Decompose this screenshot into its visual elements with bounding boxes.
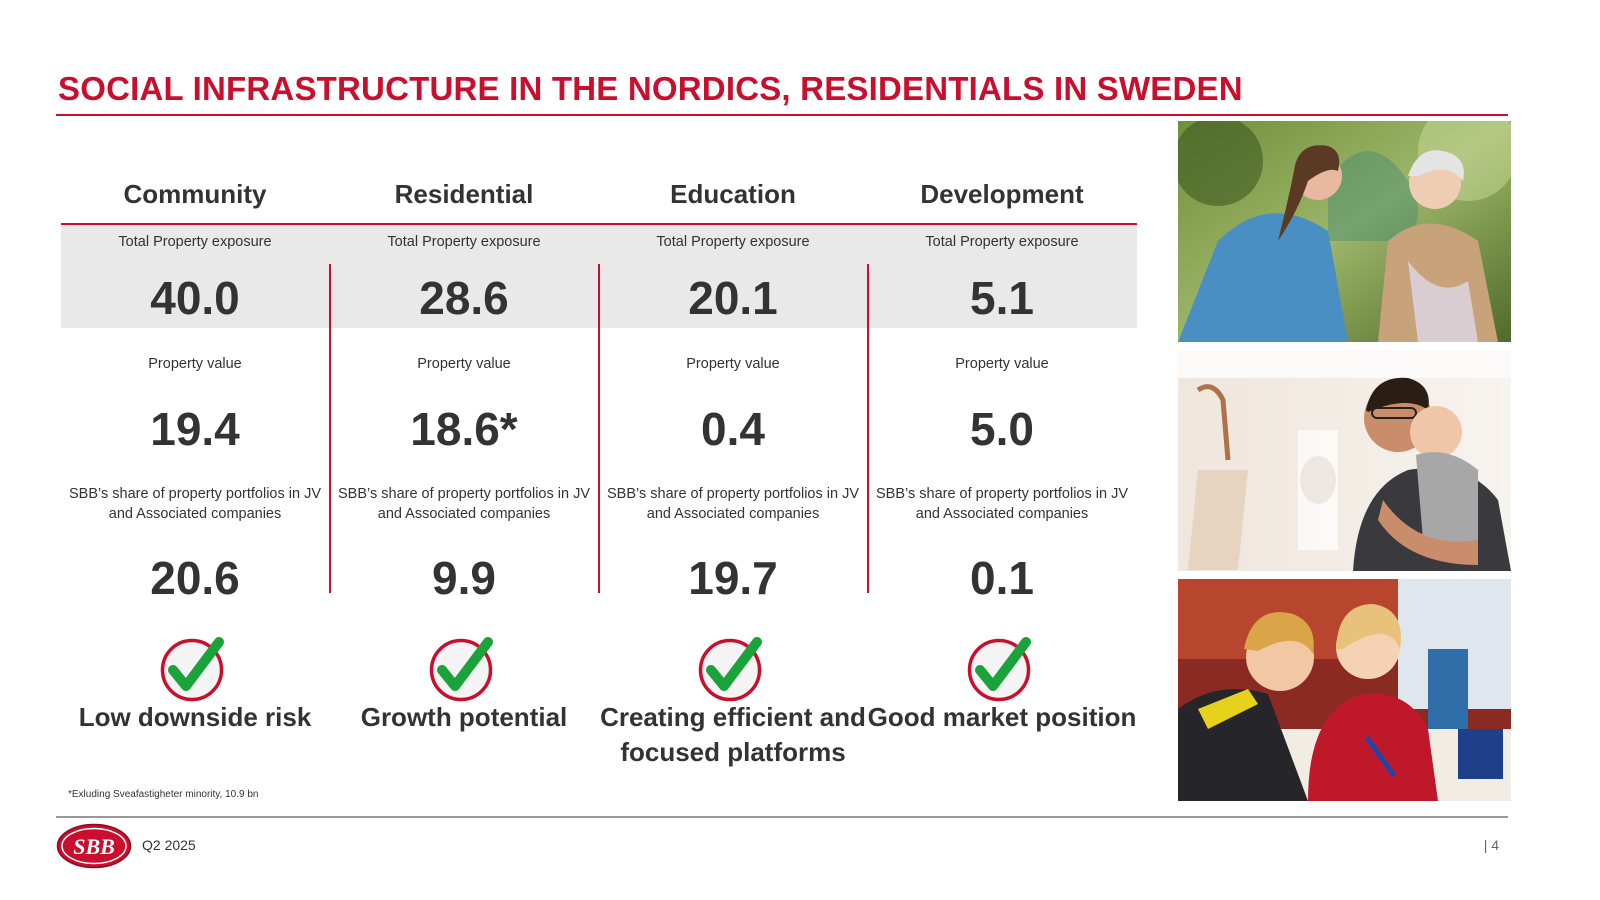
jv-share-label: SBB’s share of property portfolios in JV… <box>338 486 590 522</box>
property-value: 5.0 <box>970 403 1034 455</box>
jv-share-label: SBB’s share of property portfolios in JV… <box>69 486 321 522</box>
column-heading: Development <box>920 179 1084 209</box>
segment-column-education: Education Total Property exposure 20.1 P… <box>599 0 867 900</box>
segment-verdict: Growth potential <box>360 702 568 732</box>
checkmark-circle-icon <box>967 637 1031 702</box>
property-value: 18.6* <box>410 403 518 455</box>
property-value: 19.4 <box>150 403 240 455</box>
segment-verdict: Good market position <box>867 702 1137 732</box>
column-heading: Education <box>670 179 796 209</box>
page-number: | 4 <box>1483 837 1499 853</box>
column-heading: Community <box>123 179 267 209</box>
jv-share-label: SBB’s share of property portfolios in JV… <box>876 486 1128 522</box>
page-title: SOCIAL INFRASTRUCTURE IN THE NORDICS, RE… <box>58 70 1243 107</box>
property-value-label: Property value <box>148 356 242 372</box>
segment-column-development: Development Total Property exposure 5.1 … <box>868 0 1137 900</box>
exposure-value: 5.1 <box>970 272 1034 324</box>
column-divider <box>598 264 600 593</box>
jv-share-value: 0.1 <box>970 552 1034 604</box>
segment-verdict: Creating efficient and focused platforms <box>600 702 866 767</box>
jv-share-label: SBB’s share of property portfolios in JV… <box>607 486 859 522</box>
photo-caregiver <box>1178 121 1511 342</box>
segment-column-residential: Residential Total Property exposure 28.6… <box>330 0 598 900</box>
photo-classroom <box>1178 579 1511 801</box>
column-divider <box>867 264 869 593</box>
segment-verdict: Low downside risk <box>78 702 312 732</box>
footnote: *Exluding Sveafastigheter minority, 10.9… <box>68 789 259 800</box>
header-divider <box>61 223 1137 225</box>
svg-text:SBB: SBB <box>73 834 115 859</box>
photo-family <box>1178 350 1511 571</box>
column-heading: Residential <box>394 179 534 209</box>
exposure-value: 40.0 <box>150 272 240 324</box>
checkmark-circle-icon <box>698 637 762 702</box>
property-value-label: Property value <box>417 356 511 372</box>
column-divider <box>329 264 331 593</box>
checkmark-circle-icon <box>160 637 224 702</box>
title-divider <box>56 114 1508 116</box>
exposure-label: Total Property exposure <box>118 234 272 250</box>
footer-divider <box>56 816 1508 818</box>
property-value: 0.4 <box>701 403 765 455</box>
jv-share-value: 20.6 <box>150 552 240 604</box>
exposure-label: Total Property exposure <box>387 234 541 250</box>
checkmark-circle-icon <box>429 637 493 702</box>
property-value-label: Property value <box>686 356 780 372</box>
sbb-logo: SBB <box>56 823 132 869</box>
property-value-label: Property value <box>955 356 1049 372</box>
exposure-label: Total Property exposure <box>925 234 1079 250</box>
exposure-label: Total Property exposure <box>656 234 810 250</box>
exposure-value: 28.6 <box>419 272 509 324</box>
segment-column-community: Community Total Property exposure 40.0 P… <box>61 0 329 900</box>
exposure-value: 20.1 <box>688 272 778 324</box>
jv-share-value: 9.9 <box>432 552 496 604</box>
report-period: Q2 2025 <box>142 837 196 853</box>
jv-share-value: 19.7 <box>688 552 778 604</box>
